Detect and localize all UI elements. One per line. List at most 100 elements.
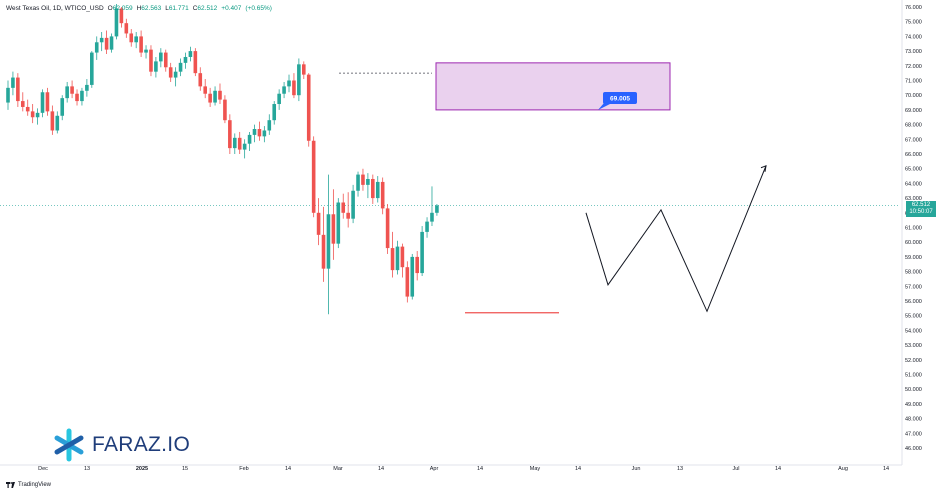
y-tick-label: 61.000 <box>905 226 922 232</box>
x-tick-label: Apr <box>430 466 439 472</box>
symbol-title[interactable]: West Texas Oil, 1D, WTICO_USD <box>6 5 104 12</box>
x-tick-label: 14 <box>775 466 781 472</box>
y-tick-label: 65.000 <box>905 167 922 173</box>
candle-body <box>173 71 178 78</box>
candle <box>109 33 114 53</box>
y-tick-label: 55.000 <box>905 314 922 320</box>
candle-body <box>163 52 168 68</box>
faraz-logo-icon <box>54 428 84 462</box>
candle <box>346 192 350 228</box>
candle <box>119 7 124 28</box>
candle-body <box>60 98 65 116</box>
open-value: 62.059 <box>112 5 133 12</box>
y-tick-label: 68.000 <box>905 123 922 129</box>
y-tick-label: 71.000 <box>905 79 922 85</box>
candle-body <box>134 36 138 43</box>
candle-body <box>361 174 365 185</box>
candle-body <box>85 84 89 91</box>
logo-text: FARAZ.IO <box>92 433 191 456</box>
candle <box>321 206 326 282</box>
candle-body <box>380 181 385 209</box>
candle-body <box>119 8 124 24</box>
x-tick-label: 14 <box>477 466 483 472</box>
candle <box>262 126 267 143</box>
candle <box>356 171 360 197</box>
tradingview-badge[interactable]: TradingView <box>6 482 51 488</box>
candle <box>247 131 252 152</box>
candle-body <box>99 37 104 43</box>
candle-body <box>242 143 247 150</box>
candle-body <box>356 174 360 191</box>
y-tick-label: 54.000 <box>905 328 922 334</box>
x-tick-label: Dec <box>38 466 48 472</box>
candle-body <box>104 37 109 50</box>
candle-body <box>311 140 316 213</box>
candle <box>203 79 207 99</box>
candle-body <box>70 86 74 94</box>
candle <box>85 79 89 97</box>
candle <box>218 83 222 105</box>
y-tick-label: 47.000 <box>905 431 922 437</box>
candle <box>375 176 380 203</box>
candle <box>223 95 227 124</box>
candle <box>80 87 84 106</box>
candle-body <box>25 106 30 112</box>
candle-body <box>168 67 173 78</box>
candle-body <box>331 214 336 244</box>
candle-body <box>292 80 296 96</box>
candle-body <box>247 134 252 144</box>
candle <box>178 58 183 77</box>
candle <box>173 67 178 87</box>
y-tick-label: 52.000 <box>905 358 922 364</box>
candle <box>420 226 424 277</box>
candle <box>282 81 286 99</box>
candle-body <box>20 101 25 107</box>
y-tick-label: 51.000 <box>905 373 922 379</box>
candle <box>228 114 232 154</box>
x-tick-label: 15 <box>182 466 188 472</box>
low-label: L <box>165 5 169 12</box>
candle <box>257 121 262 141</box>
candle-body <box>198 73 203 87</box>
candle <box>144 45 148 59</box>
low-value: 61.771 <box>168 5 189 12</box>
candle <box>351 184 355 224</box>
candle <box>149 45 153 77</box>
candle <box>183 52 188 69</box>
candle <box>90 51 94 88</box>
candle <box>435 203 439 216</box>
candle <box>371 174 375 204</box>
candle <box>380 177 385 215</box>
candle-body <box>302 64 306 75</box>
symbol-header: West Texas Oil, 1D, WTICO_USD O62.059 H6… <box>6 5 272 12</box>
x-tick-label: 2025 <box>136 466 148 472</box>
x-tick-label: 13 <box>84 466 90 472</box>
y-tick-label: 53.000 <box>905 343 922 349</box>
y-tick-label: 66.000 <box>905 152 922 158</box>
candle-body <box>297 64 301 96</box>
candle <box>232 133 237 154</box>
candle-body <box>129 33 134 43</box>
y-tick-label: 64.000 <box>905 181 922 187</box>
candle-body <box>287 80 291 87</box>
y-tick-label: 48.000 <box>905 417 922 423</box>
zone-label-text: 69.005 <box>610 96 630 103</box>
candle-body <box>109 36 114 50</box>
candle-body <box>35 112 40 118</box>
x-tick-label: Jul <box>732 466 739 472</box>
projection-line <box>585 165 767 313</box>
candle <box>163 49 168 72</box>
y-tick-label: 73.000 <box>905 49 922 55</box>
x-tick-label: 14 <box>883 466 889 472</box>
candle <box>104 30 109 55</box>
candle <box>114 4 119 40</box>
candle <box>292 73 296 99</box>
candle-body <box>50 111 55 131</box>
candle-body <box>257 129 262 137</box>
candle <box>159 48 163 68</box>
candle <box>331 189 336 260</box>
candle-body <box>114 8 119 37</box>
candle-body <box>193 51 198 74</box>
